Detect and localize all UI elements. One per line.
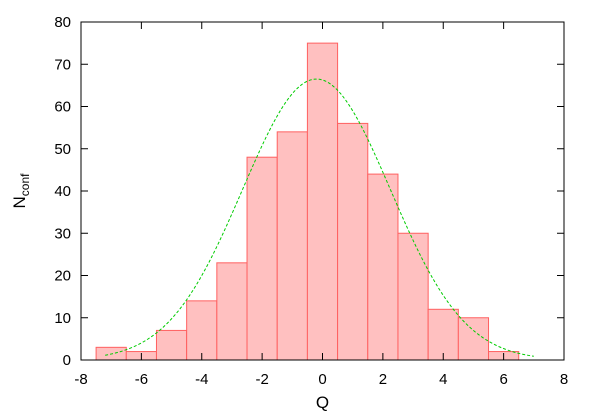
y-tick-label: 20 xyxy=(54,268,71,285)
y-tick-label: 70 xyxy=(54,56,71,73)
y-tick-label: 0 xyxy=(63,352,71,369)
x-tick-label: 8 xyxy=(560,371,568,388)
histogram-bars xyxy=(95,42,520,361)
x-tick-label: -8 xyxy=(74,371,87,388)
x-axis-title: Q xyxy=(316,393,329,412)
x-tick-label: 6 xyxy=(499,371,507,388)
y-tick-label: 40 xyxy=(54,183,71,200)
histogram-bar xyxy=(427,308,459,361)
x-tick-label: -2 xyxy=(255,371,268,388)
x-tick-label: 2 xyxy=(379,371,387,388)
y-tick-label: 80 xyxy=(54,14,71,31)
x-tick-label: 4 xyxy=(439,371,447,388)
y-tick-label: 30 xyxy=(54,225,71,242)
x-tick-label: -6 xyxy=(135,371,148,388)
y-tick-label: 10 xyxy=(54,310,71,327)
y-axis: 0 10 20 30 40 50 60 70 80 xyxy=(54,14,564,369)
histogram-bar xyxy=(246,156,278,361)
histogram-bar xyxy=(397,232,429,361)
y-tick-label: 50 xyxy=(54,141,71,158)
histogram-bar xyxy=(457,317,490,361)
y-tick-label: 60 xyxy=(54,99,71,116)
histogram-bar xyxy=(337,122,369,361)
histogram-bar xyxy=(306,42,339,361)
histogram-bar xyxy=(367,173,399,361)
histogram-bar xyxy=(186,300,218,361)
y-axis-title-main: N xyxy=(10,196,29,208)
y-axis-title: Nconf xyxy=(10,173,32,209)
histogram-bar xyxy=(155,329,188,361)
x-tick-label: -4 xyxy=(195,371,208,388)
y-axis-title-subscript: conf xyxy=(18,173,32,196)
histogram-bar xyxy=(216,262,248,361)
x-tick-label: 0 xyxy=(318,371,326,388)
gaussian-fit-curve xyxy=(105,78,534,357)
x-axis: -8 -6 -4 -2 0 2 4 6 8 xyxy=(74,22,568,388)
histogram-bar xyxy=(276,131,308,361)
